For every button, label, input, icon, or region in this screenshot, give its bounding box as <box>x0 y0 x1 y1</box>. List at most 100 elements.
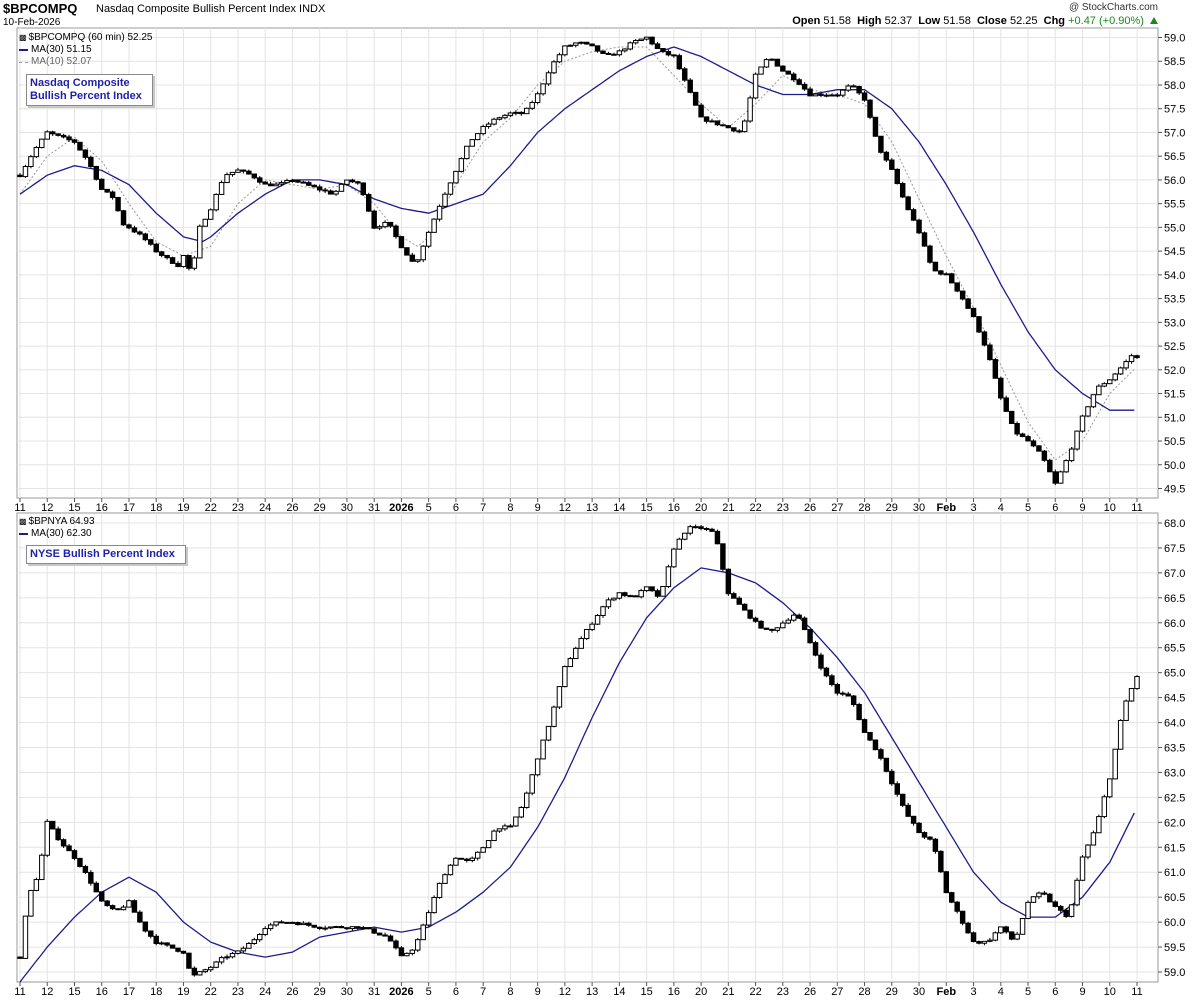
price-bar <box>415 259 421 262</box>
y-tick-label: 58.5 <box>1164 56 1185 68</box>
price-bar <box>883 151 890 161</box>
price-bar <box>731 593 737 599</box>
price-bar <box>447 864 454 876</box>
y-tick-label: 50.0 <box>1164 460 1185 472</box>
price-bar <box>469 857 475 861</box>
price-bar <box>126 900 132 908</box>
price-bar <box>714 120 721 126</box>
price-bar <box>398 947 405 957</box>
price-bar <box>796 79 802 85</box>
price-bar <box>197 225 203 259</box>
price-bar <box>1112 373 1118 381</box>
legend-top: ▩ $BPCOMPQ (60 min) 52.25 MA(30) 51.15 MA… <box>19 32 153 68</box>
price-bar <box>202 969 208 973</box>
price-bar <box>616 50 623 56</box>
price-bar <box>300 922 307 926</box>
price-bar <box>992 932 999 941</box>
x-tick-label: 22 <box>749 986 761 998</box>
price-bar <box>976 316 982 333</box>
x-tick-label: 17 <box>123 502 135 514</box>
price-bar <box>611 53 617 56</box>
price-bar <box>333 190 339 195</box>
chart-icon: ▩ <box>19 517 27 526</box>
price-bar <box>529 102 535 109</box>
price-bar <box>1047 893 1053 903</box>
price-bar <box>622 592 628 597</box>
price-bar <box>469 139 475 147</box>
y-tick-label: 66.5 <box>1164 593 1185 605</box>
x-tick-label: 4 <box>998 986 1004 998</box>
price-bar <box>49 131 56 135</box>
price-bar <box>1068 448 1075 462</box>
price-bar <box>752 617 759 622</box>
price-bar <box>387 935 394 942</box>
price-bar <box>856 85 862 94</box>
legend-top-series: $BPCOMPQ (60 min) 52.25 <box>28 32 153 43</box>
price-bar <box>583 629 590 640</box>
price-bar <box>796 614 802 619</box>
price-bar <box>39 138 45 149</box>
price-bar <box>1074 879 1080 906</box>
price-bar <box>600 50 606 54</box>
x-tick-label: 26 <box>286 502 298 514</box>
price-bar <box>665 566 672 587</box>
price-bar <box>115 908 121 911</box>
price-bar <box>534 758 541 776</box>
y-tick-label: 62.0 <box>1164 817 1185 829</box>
x-tick-label: 6 <box>1052 502 1058 514</box>
price-bar <box>540 739 546 760</box>
price-bar <box>28 156 34 168</box>
price-bar <box>480 125 486 135</box>
price-bar <box>769 628 775 631</box>
price-bar <box>589 43 595 47</box>
x-tick-label: 15 <box>640 986 652 998</box>
price-bar <box>235 950 241 954</box>
x-tick-label: 24 <box>259 986 271 998</box>
price-bar <box>507 825 514 828</box>
y-tick-label: 52.5 <box>1164 341 1185 353</box>
price-bar <box>496 117 503 120</box>
price-bar <box>284 180 290 184</box>
y-tick-label: 64.0 <box>1164 718 1185 730</box>
price-bar <box>562 45 568 56</box>
x-tick-label: 22 <box>749 502 761 514</box>
price-bar <box>905 804 911 817</box>
price-bar <box>458 158 465 172</box>
price-bar <box>562 666 568 688</box>
price-bar <box>104 188 110 193</box>
y-tick-label: 67.0 <box>1164 568 1185 580</box>
price-bar <box>747 97 753 122</box>
price-bar <box>878 135 884 153</box>
price-bar <box>458 857 465 860</box>
x-tick-label: 24 <box>259 502 271 514</box>
price-bar <box>169 944 176 949</box>
price-bar <box>502 825 508 830</box>
price-bar <box>954 282 960 292</box>
x-tick-label: 23 <box>777 986 789 998</box>
y-tick-label: 65.5 <box>1164 643 1185 655</box>
price-bar <box>60 134 67 138</box>
index-fullname: Nasdaq Composite Bullish Percent Index <box>96 3 296 15</box>
price-bar <box>142 233 149 241</box>
price-bar <box>1041 892 1048 895</box>
x-tick-label: 5 <box>1025 502 1031 514</box>
price-bar <box>850 695 857 705</box>
price-bar <box>883 757 890 772</box>
price-bar <box>731 127 737 132</box>
price-bar <box>818 93 824 96</box>
x-tick-label: 28 <box>858 986 870 998</box>
price-bar <box>1052 471 1058 484</box>
price-bar <box>1063 460 1069 473</box>
price-bar <box>376 226 383 229</box>
price-bar <box>115 196 121 212</box>
price-bar <box>583 41 590 45</box>
price-bar <box>736 597 742 605</box>
legend-bottom-ma30: MA(30) 62.30 <box>31 528 92 539</box>
x-tick-label: 30 <box>341 502 353 514</box>
price-bar <box>938 270 944 275</box>
price-bar <box>861 92 868 101</box>
price-bar <box>676 538 683 550</box>
price-bar <box>120 210 127 226</box>
price-bar <box>295 180 301 183</box>
x-tick-label: 6 <box>453 986 459 998</box>
